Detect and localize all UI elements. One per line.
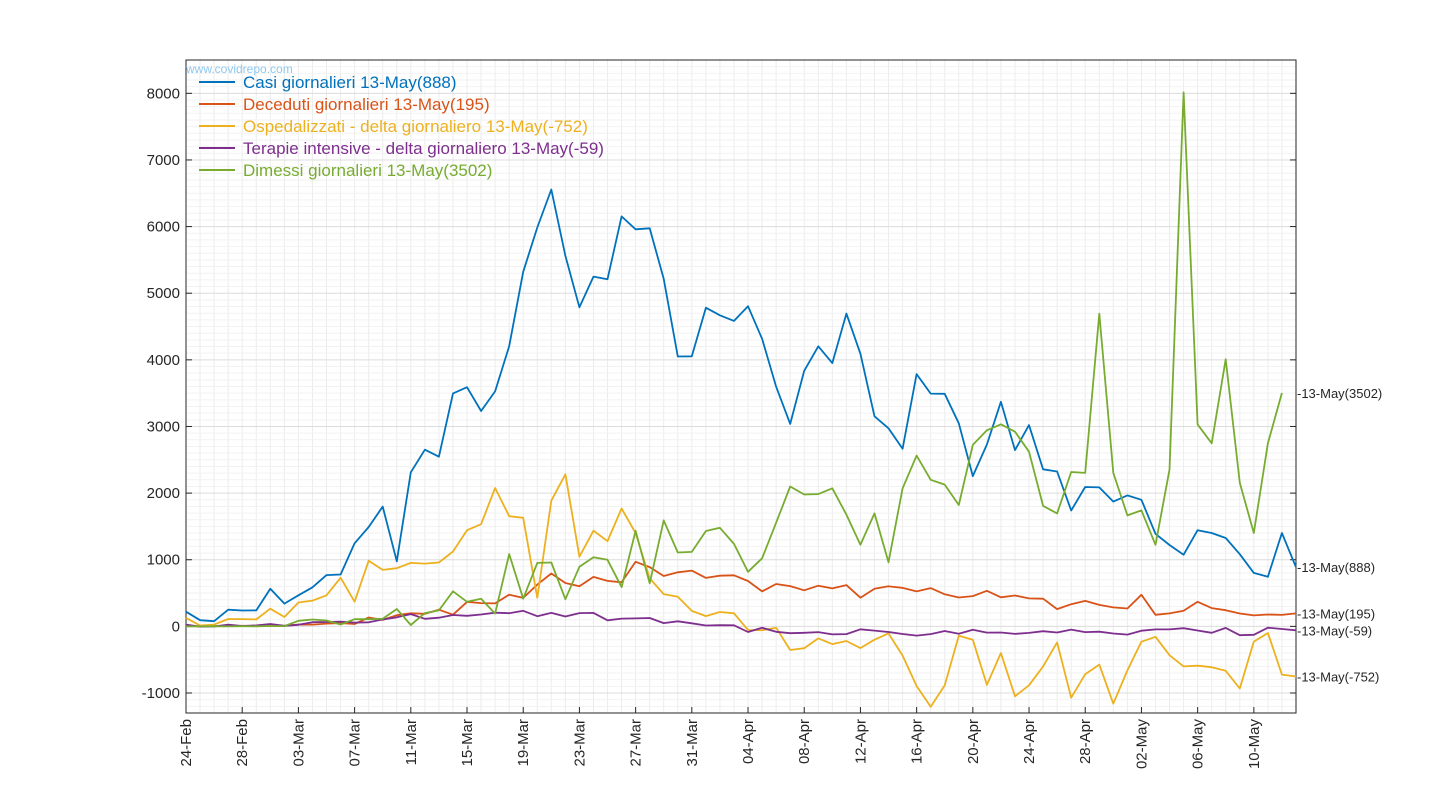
x-tick-label: 28-Apr	[1077, 719, 1094, 764]
x-tick-label: 24-Feb	[178, 719, 195, 767]
legend-label: Ospedalizzati - delta giornaliero 13-May…	[243, 117, 588, 136]
x-tick-label: 20-Apr	[965, 719, 982, 764]
y-tick-label: 6000	[147, 219, 180, 236]
x-tick-label: 10-May	[1246, 719, 1263, 770]
series-line-0	[185, 188, 1297, 623]
x-tick-label: 08-Apr	[796, 719, 813, 764]
x-tick-label: 28-Feb	[234, 719, 251, 767]
end-label-3: -13-May(-59)	[1297, 623, 1372, 638]
y-tick-label: 1000	[147, 552, 180, 569]
series-line-1	[185, 560, 1297, 628]
end-label-0: -13-May(888)	[1297, 560, 1375, 575]
legend-label: Dimessi giornalieri 13-May(3502)	[243, 161, 492, 180]
x-tick-label: 15-Mar	[459, 719, 476, 767]
y-tick-label: 5000	[147, 285, 180, 302]
end-label-2: -13-May(-752)	[1297, 669, 1379, 684]
x-tick-label: 12-Apr	[852, 719, 869, 764]
x-tick-label: 06-May	[1190, 719, 1207, 770]
x-tick-label: 03-Mar	[290, 719, 307, 767]
y-tick-label: 4000	[147, 352, 180, 369]
y-axis: -1000 0 1000 2000 3000 4000 5000 6000 7000 8000	[142, 85, 1296, 702]
x-tick-label: 04-Apr	[740, 719, 757, 764]
x-axis: 24-Feb 28-Feb 03-Mar 07-Mar 11-Mar 15-Mar 19-M…	[178, 707, 1263, 769]
y-tick-label: 2000	[147, 485, 180, 502]
legend-label: Deceduti giornalieri 13-May(195)	[243, 95, 490, 114]
series-line-4	[185, 91, 1283, 628]
y-tick-label: 3000	[147, 418, 180, 435]
end-labels: -13-May(888) -13-May(195) -13-May(-752) -13…	[1297, 386, 1382, 684]
plot-area	[185, 59, 1297, 714]
legend-label: Terapie intensive - delta giornaliero 13…	[243, 139, 604, 158]
x-tick-label: 16-Apr	[909, 719, 926, 764]
x-tick-label: 23-Mar	[571, 719, 588, 767]
end-label-4: -13-May(3502)	[1297, 386, 1382, 401]
y-tick-label: 0	[172, 618, 180, 635]
y-tick-label: -1000	[142, 685, 180, 702]
x-tick-label: 19-Mar	[515, 719, 532, 767]
watermark: www.covidrepo.com	[185, 62, 293, 76]
x-tick-label: 24-Apr	[1021, 719, 1038, 764]
x-tick-label: 11-Mar	[403, 719, 420, 765]
x-tick-label: 07-Mar	[347, 719, 364, 767]
y-tick-label: 8000	[147, 85, 180, 102]
series-line-2	[185, 473, 1297, 708]
end-label-1: -13-May(195)	[1297, 606, 1375, 621]
x-tick-label: 02-May	[1133, 719, 1150, 770]
series-line-3	[185, 609, 1297, 637]
series-lines	[185, 91, 1297, 708]
x-tick-label: 31-Mar	[684, 719, 701, 767]
x-tick-label: 27-Mar	[628, 719, 645, 767]
legend: Casi giornalieri 13-May(888) Deceduti gio…	[199, 73, 604, 180]
y-tick-label: 7000	[147, 152, 180, 169]
legend-label: Casi giornalieri 13-May(888)	[243, 73, 457, 92]
